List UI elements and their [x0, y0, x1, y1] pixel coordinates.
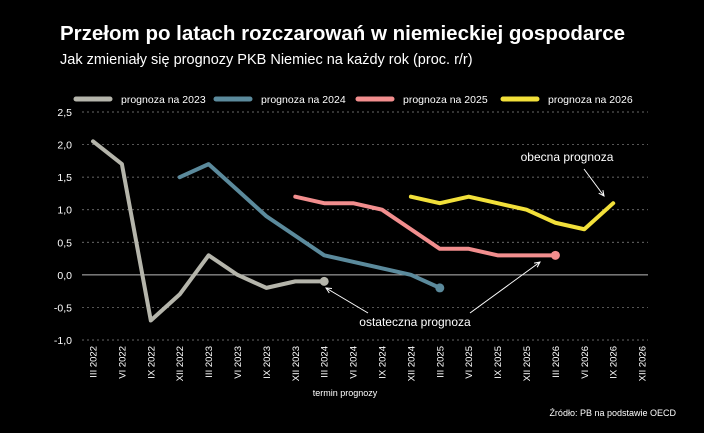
- chart-subtitle: Jak zmieniały się prognozy PKB Niemiec n…: [60, 52, 473, 68]
- annotation-arrow: [583, 168, 605, 197]
- legend-label: prognoza na 2026: [548, 94, 633, 106]
- x-tick-label: XII 2025: [522, 346, 533, 381]
- x-axis-tick-labels: III 2022 VI 2022 IX 2022 XII 2022 III 2023 VI…: [89, 346, 649, 381]
- annotation-arrowhead: [325, 287, 333, 294]
- source-note: Źródło: PB na podstawie OECD: [549, 408, 676, 418]
- annotation-current-forecast: obecna prognoza: [521, 150, 614, 164]
- x-tick-label: XII 2024: [406, 346, 417, 381]
- grid-lines: [82, 111, 648, 341]
- x-tick-label: VI 2022: [117, 346, 128, 379]
- series-line: [177, 162, 442, 290]
- annotation-arrowhead: [598, 190, 605, 197]
- y-tick-label: 1,0: [57, 205, 72, 217]
- y-tick-label: 2,5: [57, 107, 72, 119]
- x-tick-label: XII 2026: [638, 346, 649, 381]
- y-tick-label: -0,5: [54, 302, 72, 314]
- x-tick-label: IX 2022: [146, 346, 157, 379]
- annotation-arrow: [325, 287, 369, 314]
- y-tick-label: -1,0: [54, 335, 72, 347]
- y-tick-label: 0,0: [57, 270, 72, 282]
- y-tick-label: 1,5: [57, 172, 72, 184]
- x-tick-label: VI 2024: [349, 346, 360, 379]
- y-axis-tick-labels: 2,5 2,0 1,5 1,0 0,5 0,0 -0,5 -1,0: [54, 107, 72, 347]
- x-tick-label: IX 2026: [609, 346, 620, 379]
- annotation-arrowhead: [534, 261, 541, 268]
- series-end-dot: [319, 276, 329, 286]
- series-end-dot: [435, 283, 445, 293]
- x-tick-label: XII 2023: [291, 346, 302, 381]
- x-tick-label: III 2023: [204, 346, 215, 378]
- series-line: [408, 194, 616, 232]
- x-tick-label: IX 2023: [262, 346, 273, 379]
- annotation-final-forecast: ostateczna prognoza: [359, 315, 471, 329]
- x-tick-label: III 2026: [551, 346, 562, 378]
- series-lines: [91, 139, 616, 323]
- series-end-dot: [550, 250, 560, 260]
- legend-label: prognoza na 2024: [261, 94, 346, 106]
- x-tick-label: III 2022: [89, 346, 100, 378]
- x-tick-label: VI 2023: [233, 346, 244, 379]
- x-tick-label: III 2025: [435, 346, 446, 378]
- series-line: [293, 194, 558, 258]
- x-tick-label: III 2024: [320, 346, 331, 378]
- legend-label: prognoza na 2023: [121, 94, 206, 106]
- x-tick-label: IX 2025: [493, 346, 504, 379]
- annotations: obecna prognoza ostateczna prognoza: [325, 150, 614, 329]
- annotation-arrow: [469, 261, 541, 314]
- y-tick-label: 2,0: [57, 140, 72, 152]
- x-axis-title: termin prognozy: [313, 388, 378, 398]
- x-tick-label: XII 2022: [175, 346, 186, 381]
- chart-title: Przełom po latach rozczarowań w niemieck…: [60, 22, 626, 45]
- x-tick-label: IX 2024: [378, 346, 389, 379]
- legend: prognoza na 2023 prognoza na 2024 prognoza…: [73, 94, 633, 106]
- x-tick-label: VI 2025: [464, 346, 475, 379]
- series-line: [91, 139, 327, 323]
- x-tick-label: VI 2026: [580, 346, 591, 379]
- y-tick-label: 0,5: [57, 237, 72, 249]
- legend-label: prognoza na 2025: [403, 94, 488, 106]
